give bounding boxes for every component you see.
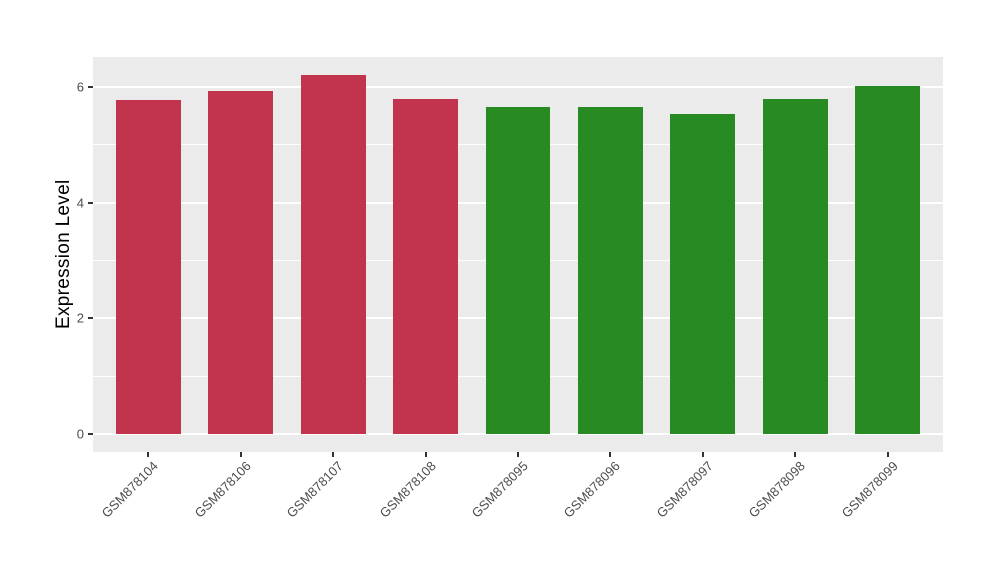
x-tick-label: GSM878097 bbox=[653, 458, 716, 521]
y-axis-title: Expression Level bbox=[53, 179, 74, 330]
bar-GSM878107 bbox=[300, 74, 366, 435]
x-tick-mark bbox=[147, 452, 150, 457]
x-tick-label: GSM878098 bbox=[745, 458, 809, 521]
y-tick-label: 0 bbox=[76, 426, 84, 442]
gridline-major bbox=[93, 86, 943, 89]
bar-GSM878106 bbox=[208, 91, 274, 435]
bar-GSM878095 bbox=[485, 106, 551, 435]
y-tick-mark bbox=[88, 201, 93, 204]
x-tick-mark bbox=[886, 452, 889, 457]
y-tick-mark bbox=[88, 433, 93, 436]
y-tick-label: 6 bbox=[76, 79, 84, 95]
x-tick-mark bbox=[424, 452, 427, 457]
y-tick-label: 4 bbox=[76, 195, 84, 211]
bar-GSM878098 bbox=[762, 98, 828, 435]
x-tick-mark bbox=[517, 452, 519, 457]
bar-GSM878108 bbox=[393, 98, 458, 435]
x-tick-mark bbox=[332, 452, 335, 457]
x-tick-mark bbox=[794, 452, 797, 457]
bar-GSM878096 bbox=[578, 106, 643, 435]
bar-GSM878099 bbox=[855, 86, 920, 435]
y-tick-mark bbox=[88, 86, 93, 89]
x-tick-label: GSM878099 bbox=[838, 458, 901, 521]
plot-panel bbox=[93, 57, 943, 452]
x-tick-label: GSM878106 bbox=[191, 458, 254, 521]
x-tick-label: GSM878107 bbox=[283, 458, 347, 521]
bar-GSM878104 bbox=[116, 100, 181, 435]
x-tick-label: GSM878096 bbox=[561, 458, 624, 521]
gridline-major bbox=[93, 433, 943, 436]
y-tick-mark bbox=[88, 317, 93, 320]
x-tick-label: GSM878108 bbox=[376, 458, 439, 521]
x-tick-mark bbox=[239, 452, 242, 457]
x-tick-label: GSM878095 bbox=[468, 458, 531, 521]
x-tick-label: GSM878104 bbox=[99, 458, 162, 521]
x-tick-mark bbox=[701, 452, 704, 457]
y-tick-label: 2 bbox=[76, 310, 84, 326]
x-tick-mark bbox=[609, 452, 612, 457]
bar-GSM878097 bbox=[670, 113, 736, 435]
